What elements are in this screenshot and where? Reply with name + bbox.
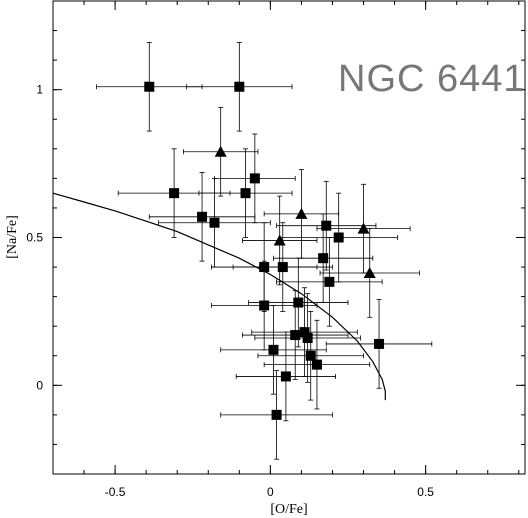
data-point-square [158, 177, 271, 268]
y-tick-label: 1 [36, 83, 43, 97]
data-point-square [254, 293, 361, 383]
data-point-triangle [319, 228, 420, 318]
x-tick-label: -0.5 [105, 485, 126, 499]
data-point-square [263, 319, 371, 410]
square-marker [299, 327, 310, 338]
triangle-marker [273, 234, 286, 246]
data-point-square [242, 290, 349, 380]
square-marker [324, 276, 335, 287]
y-axis-label: [Na/Fe] [5, 215, 20, 259]
y-tick-label: 0.5 [26, 231, 43, 245]
square-marker [144, 81, 155, 92]
square-marker [290, 330, 301, 341]
square-marker [197, 211, 208, 222]
data-points [96, 41, 433, 460]
data-point-square [220, 305, 327, 395]
data-point-square [257, 311, 364, 401]
tick-labels: -0.5 0 0.5 0 0.5 1 [26, 83, 434, 499]
triangle-marker [214, 145, 227, 157]
data-point-square [235, 331, 336, 422]
square-marker [302, 333, 313, 344]
square-marker [305, 350, 316, 361]
square-marker [280, 371, 291, 382]
data-point-square [210, 260, 318, 351]
x-tick-label: 0 [267, 485, 274, 499]
data-point-triangle [316, 183, 411, 274]
square-marker [268, 344, 279, 355]
square-marker [333, 232, 344, 243]
square-marker [318, 253, 329, 264]
data-point-triangle [263, 169, 340, 259]
chart-title: NGC 6441 [338, 58, 526, 100]
data-point-square [273, 213, 374, 303]
data-point-square [214, 133, 296, 224]
data-point-triangle [183, 107, 259, 197]
square-marker [209, 217, 220, 228]
square-marker [169, 188, 180, 199]
y-tick-label: 0 [36, 378, 43, 392]
triangle-marker [295, 207, 308, 219]
square-marker [249, 173, 260, 184]
square-marker [234, 81, 245, 92]
data-point-square [148, 172, 256, 262]
square-marker [374, 338, 385, 349]
data-point-square [279, 192, 399, 283]
square-marker [277, 262, 288, 273]
x-tick-label: 0.5 [417, 485, 434, 499]
data-point-square [232, 222, 333, 312]
triangle-marker [363, 266, 376, 278]
axis-ticks [53, 0, 525, 474]
data-point-square [96, 41, 203, 132]
data-point-square [276, 237, 383, 327]
data-point-square [220, 370, 333, 460]
triangle-marker [357, 222, 370, 234]
square-marker [311, 359, 322, 370]
x-axis-label: [O/Fe] [270, 502, 307, 517]
square-marker [271, 409, 282, 420]
data-point-square [186, 41, 293, 132]
square-marker [321, 220, 332, 231]
square-marker [259, 300, 270, 311]
data-point-square [325, 299, 433, 389]
square-marker [293, 297, 304, 308]
square-marker [240, 188, 251, 199]
data-point-triangle [242, 195, 318, 286]
